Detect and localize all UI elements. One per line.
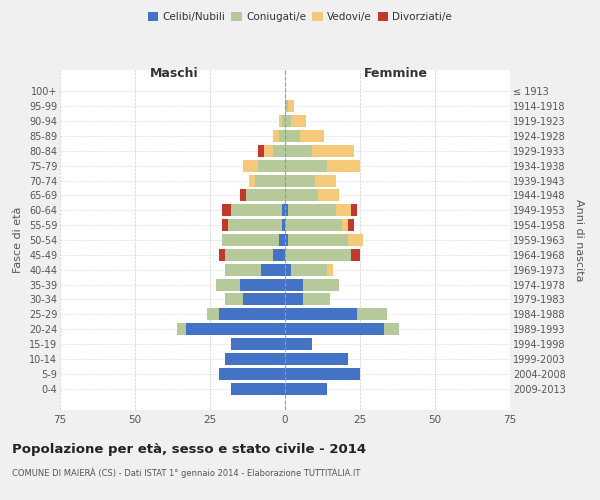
Bar [285,308,357,320]
Bar [285,382,327,394]
Bar [273,130,279,142]
Bar [357,308,387,320]
Bar [225,353,285,365]
Bar [288,100,294,112]
Bar [264,145,273,157]
Bar [327,160,360,172]
Bar [351,249,360,261]
Bar [279,115,282,127]
Bar [285,249,351,261]
Bar [348,234,363,246]
Bar [282,204,285,216]
Bar [177,323,186,335]
Bar [288,234,348,246]
Bar [285,338,312,350]
Legend: Celibi/Nubili, Coniugati/e, Vedovi/e, Divorziati/e: Celibi/Nubili, Coniugati/e, Vedovi/e, Di… [143,8,457,26]
Bar [219,368,285,380]
Bar [261,264,285,276]
Bar [303,294,330,306]
Bar [222,234,279,246]
Y-axis label: Fasce di età: Fasce di età [13,207,23,273]
Bar [207,308,219,320]
Bar [285,234,288,246]
Bar [219,249,225,261]
Bar [225,264,261,276]
Bar [285,145,312,157]
Bar [282,219,285,231]
Bar [312,145,354,157]
Bar [300,130,324,142]
Bar [285,368,360,380]
Bar [282,115,285,127]
Bar [285,278,303,290]
Bar [273,145,285,157]
Bar [216,278,240,290]
Bar [231,338,285,350]
Bar [336,204,351,216]
Bar [285,204,288,216]
Bar [258,160,285,172]
Bar [288,204,336,216]
Bar [231,204,282,216]
Bar [348,219,354,231]
Bar [285,219,342,231]
Text: Popolazione per età, sesso e stato civile - 2014: Popolazione per età, sesso e stato civil… [12,442,366,456]
Bar [291,115,306,127]
Bar [273,249,285,261]
Bar [285,174,315,186]
Bar [246,190,285,202]
Bar [231,382,285,394]
Bar [219,308,285,320]
Text: Femmine: Femmine [364,66,428,80]
Bar [285,264,291,276]
Bar [249,174,255,186]
Bar [291,264,327,276]
Bar [285,294,303,306]
Bar [240,190,246,202]
Bar [285,353,348,365]
Bar [228,219,282,231]
Text: Maschi: Maschi [149,66,199,80]
Bar [303,278,339,290]
Bar [279,130,285,142]
Bar [318,190,339,202]
Bar [285,190,318,202]
Text: COMUNE DI MAIERÀ (CS) - Dati ISTAT 1° gennaio 2014 - Elaborazione TUTTITALIA.IT: COMUNE DI MAIERÀ (CS) - Dati ISTAT 1° ge… [12,468,361,478]
Y-axis label: Anni di nascita: Anni di nascita [574,198,584,281]
Bar [222,219,228,231]
Bar [384,323,399,335]
Bar [225,249,273,261]
Bar [243,160,258,172]
Bar [285,323,384,335]
Bar [240,278,285,290]
Bar [342,219,348,231]
Bar [285,100,288,112]
Bar [327,264,333,276]
Bar [243,294,285,306]
Bar [351,204,357,216]
Bar [279,234,285,246]
Bar [285,160,327,172]
Bar [186,323,285,335]
Bar [285,115,291,127]
Bar [225,294,243,306]
Bar [285,130,300,142]
Bar [255,174,285,186]
Bar [222,204,231,216]
Bar [315,174,336,186]
Bar [258,145,264,157]
